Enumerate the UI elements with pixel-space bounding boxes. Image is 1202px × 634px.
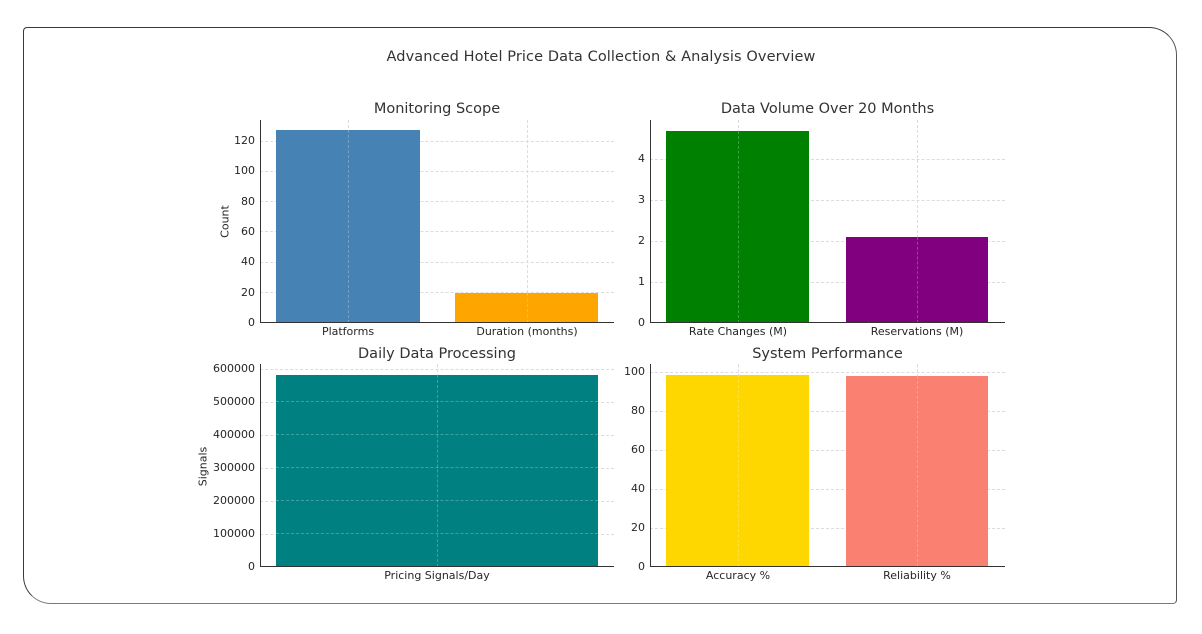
chart-title: System Performance	[752, 346, 903, 362]
y-tick: 100000	[213, 527, 255, 540]
x-tick-label: Pricing Signals/Day	[384, 569, 490, 582]
x-axis	[650, 322, 1005, 323]
figure-title: Advanced Hotel Price Data Collection & A…	[386, 49, 816, 65]
y-tick: 400000	[213, 428, 255, 441]
bar-duration-months[interactable]	[455, 293, 598, 323]
bar-rate-changes[interactable]	[666, 131, 809, 323]
y-axis	[650, 364, 651, 567]
y-tick: 60	[631, 443, 645, 456]
y-tick: 40	[631, 482, 645, 495]
chart-title: Monitoring Scope	[373, 101, 501, 117]
x-tick-label: Reservations (M)	[870, 325, 964, 338]
x-tick-label: Rate Changes (M)	[688, 325, 788, 338]
bar-platforms[interactable]	[276, 130, 420, 323]
x-tick-label: Accuracy %	[705, 569, 771, 582]
y-tick: 80	[241, 195, 255, 208]
bar-reliability[interactable]	[846, 376, 988, 567]
y-tick: 600000	[213, 362, 255, 375]
plot-area	[650, 120, 1005, 323]
y-tick: 2	[638, 234, 645, 247]
bar-accuracy[interactable]	[666, 375, 809, 567]
x-tick-label: Duration (months)	[476, 325, 578, 338]
y-tick: 20	[631, 521, 645, 534]
y-tick: 40	[241, 255, 255, 268]
bar-reservations[interactable]	[846, 237, 988, 323]
y-tick: 0	[248, 316, 255, 329]
y-tick: 120	[234, 134, 255, 147]
y-tick: 3	[638, 193, 645, 206]
x-tick-label: Reliability %	[883, 569, 951, 582]
y-tick: 0	[638, 316, 645, 329]
y-axis	[260, 120, 261, 323]
y-axis	[260, 364, 261, 567]
y-tick: 20	[241, 286, 255, 299]
plot-area	[260, 364, 614, 567]
y-tick: 200000	[213, 494, 255, 507]
y-tick: 1	[638, 275, 645, 288]
x-axis	[260, 322, 614, 323]
plot-area	[650, 364, 1005, 567]
y-tick: 300000	[213, 461, 255, 474]
bar-pricing-signals[interactable]	[276, 375, 598, 567]
y-tick: 60	[241, 225, 255, 238]
chart-title: Daily Data Processing	[358, 346, 516, 362]
x-axis	[650, 566, 1005, 567]
plot-area	[260, 120, 614, 323]
y-tick: 80	[631, 404, 645, 417]
y-tick: 500000	[213, 395, 255, 408]
y-tick: 100	[624, 365, 645, 378]
y-tick: 4	[638, 152, 645, 165]
x-tick-label: Platforms	[321, 325, 375, 338]
y-tick: 0	[248, 560, 255, 573]
y-tick: 0	[638, 560, 645, 573]
x-axis	[260, 566, 614, 567]
chart-title: Data Volume Over 20 Months	[720, 101, 935, 117]
y-axis	[650, 120, 651, 323]
y-tick: 100	[234, 164, 255, 177]
